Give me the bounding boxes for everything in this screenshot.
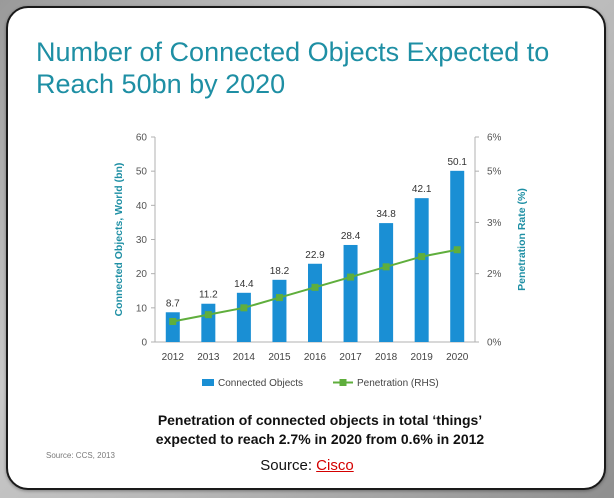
bar-data-label: 14.4 xyxy=(234,279,254,290)
source-prefix: Source: xyxy=(260,457,317,474)
bar-connected-objects xyxy=(165,312,180,342)
bar-data-label: 18.2 xyxy=(270,266,290,277)
bar-connected-objects xyxy=(236,292,251,342)
penetration-point xyxy=(240,304,248,312)
left-tick-label: 20 xyxy=(136,269,148,280)
left-tick-label: 50 xyxy=(136,167,148,178)
x-tick-label: 2014 xyxy=(233,352,256,363)
note-line-1: Penetration of connected objects in tota… xyxy=(157,412,483,428)
penetration-note: Penetration of connected objects in tota… xyxy=(100,411,540,449)
bar-data-label: 8.7 xyxy=(166,298,180,309)
bar-data-label: 34.8 xyxy=(376,209,396,220)
penetration-point xyxy=(204,311,212,319)
penetration-point xyxy=(169,318,177,325)
x-tick-label: 2015 xyxy=(268,352,291,363)
right-tick-label: 2% xyxy=(487,269,502,280)
small-source-label: Source: CCS, 2013 xyxy=(46,451,115,460)
left-tick-label: 0 xyxy=(141,338,147,349)
left-tick-label: 10 xyxy=(136,303,148,314)
penetration-point xyxy=(382,263,390,271)
legend-swatch-marker xyxy=(339,379,347,386)
bar-connected-objects xyxy=(272,279,287,342)
bar-data-label: 50.1 xyxy=(447,157,467,168)
x-tick-label: 2019 xyxy=(411,352,434,363)
bar-connected-objects xyxy=(308,263,322,342)
source-line: Source: Cisco xyxy=(0,457,614,474)
right-tick-label: 0% xyxy=(487,338,502,349)
penetration-point xyxy=(311,283,319,291)
bar-connected-objects xyxy=(379,223,394,342)
penetration-point xyxy=(453,246,461,254)
bar-connected-objects xyxy=(414,198,429,342)
note-line-2: expected to reach 2.7% in 2020 from 0.6%… xyxy=(155,431,485,447)
left-tick-label: 40 xyxy=(136,201,148,212)
bar-data-label: 11.2 xyxy=(199,290,218,301)
x-tick-label: 2016 xyxy=(304,352,327,363)
slide-title: Number of Connected Objects Expected to … xyxy=(36,36,596,100)
bar-data-label: 22.9 xyxy=(305,250,325,261)
x-tick-label: 2012 xyxy=(162,352,185,363)
left-tick-label: 60 xyxy=(136,133,148,144)
bar-connected-objects xyxy=(343,244,358,342)
legend-swatch-bars xyxy=(202,379,214,386)
x-tick-label: 2017 xyxy=(339,352,362,363)
x-tick-label: 2018 xyxy=(375,352,398,363)
title-line-2: Reach 50bn by 2020 xyxy=(36,69,286,99)
right-tick-label: 3% xyxy=(487,218,502,229)
bar-data-label: 42.1 xyxy=(412,184,432,195)
bar-data-label: 28.4 xyxy=(341,231,361,242)
source-link[interactable]: Cisco xyxy=(316,457,354,474)
x-tick-label: 2020 xyxy=(446,352,469,363)
y-axis-title: Connected Objects, World (bn) xyxy=(113,163,125,317)
penetration-point xyxy=(275,294,283,302)
y2-axis-title: Penetration Rate (%) xyxy=(516,188,528,291)
slide-frame xyxy=(6,6,606,490)
penetration-point xyxy=(418,253,426,261)
penetration-point xyxy=(347,273,355,281)
legend-label-bars: Connected Objects xyxy=(218,378,303,389)
x-tick-label: 2013 xyxy=(197,352,220,363)
bar-connected-objects xyxy=(450,170,465,342)
bar-connected-objects xyxy=(201,303,216,342)
title-line-1: Number of Connected Objects Expected to xyxy=(36,37,550,67)
right-tick-label: 5% xyxy=(487,167,502,178)
right-tick-label: 6% xyxy=(487,133,502,144)
legend-label-line: Penetration (RHS) xyxy=(357,378,439,389)
left-tick-label: 30 xyxy=(136,235,148,246)
